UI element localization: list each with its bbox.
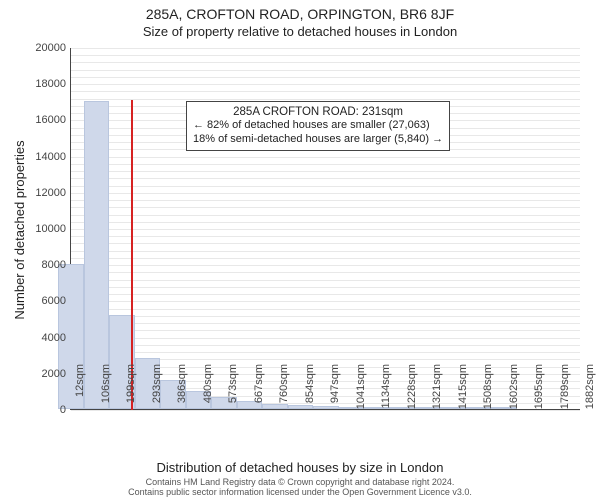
y-tick: 16000 bbox=[6, 114, 66, 126]
x-tick: 1321sqm bbox=[431, 364, 443, 412]
gridline bbox=[71, 229, 580, 230]
annotation-line-3: 18% of semi-detached houses are larger (… bbox=[193, 133, 443, 147]
x-tick: 947sqm bbox=[329, 364, 341, 412]
gridline bbox=[71, 338, 580, 339]
gridline-minor bbox=[71, 243, 580, 244]
gridline bbox=[71, 84, 580, 85]
chart-title: 285A, CROFTON ROAD, ORPINGTON, BR6 8JF bbox=[0, 6, 600, 22]
annotation-line-2: ← 82% of detached houses are smaller (27… bbox=[193, 119, 443, 133]
chart-container: 285A, CROFTON ROAD, ORPINGTON, BR6 8JF S… bbox=[0, 0, 600, 500]
y-tick: 12000 bbox=[6, 187, 66, 199]
x-tick: 1134sqm bbox=[380, 364, 392, 412]
x-tick: 1602sqm bbox=[508, 364, 520, 412]
x-tick: 106sqm bbox=[100, 364, 112, 412]
gridline-minor bbox=[71, 207, 580, 208]
y-tick: 18000 bbox=[6, 78, 66, 90]
gridline-minor bbox=[71, 251, 580, 252]
gridline-minor bbox=[71, 62, 580, 63]
x-tick: 293sqm bbox=[151, 364, 163, 412]
x-tick: 1415sqm bbox=[457, 364, 469, 412]
gridline-minor bbox=[71, 178, 580, 179]
gridline-minor bbox=[71, 258, 580, 259]
x-tick: 1228sqm bbox=[406, 364, 418, 412]
y-tick: 10000 bbox=[6, 223, 66, 235]
y-tick: 20000 bbox=[6, 42, 66, 54]
x-tick: 1695sqm bbox=[533, 364, 545, 412]
x-tick: 760sqm bbox=[278, 364, 290, 412]
gridline bbox=[71, 48, 580, 49]
x-tick: 1789sqm bbox=[559, 364, 571, 412]
gridline-minor bbox=[71, 309, 580, 310]
gridline-minor bbox=[71, 186, 580, 187]
annotation-box: 285A CROFTON ROAD: 231sqm ← 82% of detac… bbox=[186, 101, 450, 151]
chart-subtitle: Size of property relative to detached ho… bbox=[0, 24, 600, 39]
x-tick: 573sqm bbox=[227, 364, 239, 412]
gridline-minor bbox=[71, 99, 580, 100]
x-tick: 1882sqm bbox=[584, 364, 596, 412]
gridline-minor bbox=[71, 222, 580, 223]
x-tick: 1041sqm bbox=[355, 364, 367, 412]
x-tick: 386sqm bbox=[176, 364, 188, 412]
histogram-bar bbox=[84, 101, 110, 409]
gridline-minor bbox=[71, 236, 580, 237]
y-tick: 4000 bbox=[6, 332, 66, 344]
footer-line-2: Contains public sector information licen… bbox=[0, 488, 600, 498]
y-tick: 2000 bbox=[6, 368, 66, 380]
gridline-minor bbox=[71, 287, 580, 288]
footer: Contains HM Land Registry data © Crown c… bbox=[0, 478, 600, 498]
x-tick: 667sqm bbox=[253, 364, 265, 412]
gridline bbox=[71, 193, 580, 194]
plot-area: 285A CROFTON ROAD: 231sqm ← 82% of detac… bbox=[70, 48, 580, 410]
annotation-line-1: 285A CROFTON ROAD: 231sqm bbox=[193, 105, 443, 119]
gridline-minor bbox=[71, 345, 580, 346]
gridline-minor bbox=[71, 280, 580, 281]
x-tick: 854sqm bbox=[304, 364, 316, 412]
gridline-minor bbox=[71, 200, 580, 201]
gridline-minor bbox=[71, 272, 580, 273]
gridline-minor bbox=[71, 294, 580, 295]
gridline-minor bbox=[71, 55, 580, 56]
gridline-minor bbox=[71, 171, 580, 172]
gridline-minor bbox=[71, 215, 580, 216]
x-axis-label: Distribution of detached houses by size … bbox=[0, 460, 600, 475]
gridline-minor bbox=[71, 323, 580, 324]
y-tick: 6000 bbox=[6, 295, 66, 307]
gridline bbox=[71, 157, 580, 158]
x-tick: 480sqm bbox=[202, 364, 214, 412]
y-tick: 14000 bbox=[6, 151, 66, 163]
gridline-minor bbox=[71, 164, 580, 165]
y-tick: 8000 bbox=[6, 259, 66, 271]
gridline-minor bbox=[71, 70, 580, 71]
gridline-minor bbox=[71, 77, 580, 78]
x-tick: 199sqm bbox=[125, 364, 137, 412]
x-tick: 12sqm bbox=[74, 364, 86, 412]
gridline bbox=[71, 410, 580, 411]
gridline bbox=[71, 265, 580, 266]
y-tick: 0 bbox=[6, 404, 66, 416]
gridline-minor bbox=[71, 316, 580, 317]
x-tick: 1508sqm bbox=[482, 364, 494, 412]
gridline-minor bbox=[71, 91, 580, 92]
gridline-minor bbox=[71, 352, 580, 353]
gridline-minor bbox=[71, 330, 580, 331]
gridline bbox=[71, 301, 580, 302]
